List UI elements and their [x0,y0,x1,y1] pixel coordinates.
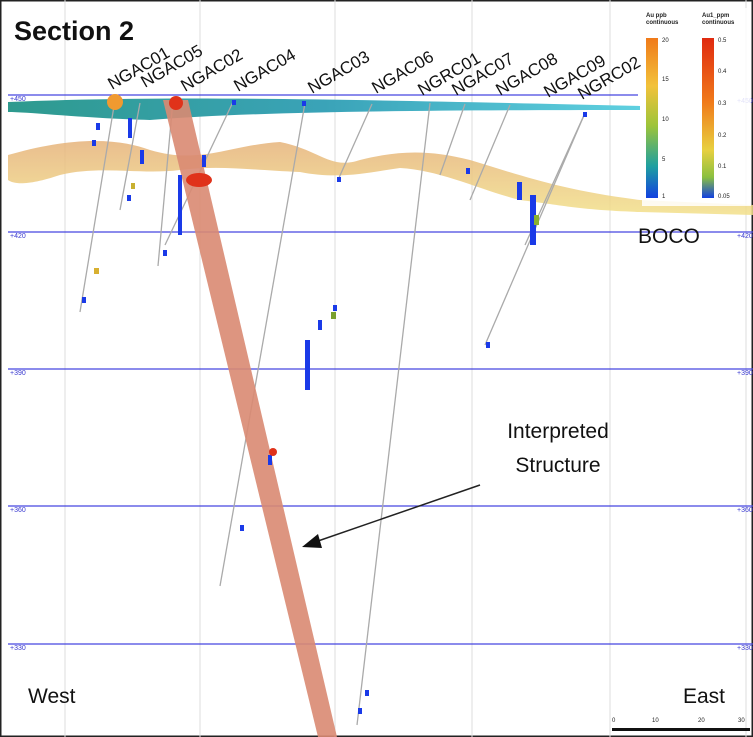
elevation-label: +330 [10,645,26,652]
legend-title: continuous [646,20,679,26]
structure-label: Structure [515,454,600,477]
east-label: East [683,685,725,708]
section-title: Section 2 [14,16,134,46]
elevation-label: +420 [10,233,26,240]
west-label: West [28,685,76,708]
legend: Au ppb continuous 20 15 10 5 1 Au1_ppm c… [642,8,751,206]
scale-label: 30 [738,718,745,724]
legend-tick: 10 [662,117,669,123]
legend-tick: 0.5 [718,38,727,44]
legend-tick: 0.2 [718,133,727,139]
legend-title: Au1_ppm [702,13,729,19]
legend-title: Au ppb [646,13,667,19]
elevation-label: +360 [10,507,26,514]
section-view: +450 +420 +390 +360 +330 +450 +420 +390 … [0,0,753,737]
elevation-label: +390 [10,370,26,377]
legend-tick: 0.1 [718,164,727,170]
legend-tick: 0.4 [718,69,727,75]
elevation-label: +390 [737,370,753,377]
legend-tick: 15 [662,77,669,83]
legend-tick: 0.05 [718,194,730,200]
legend-title: continuous [702,20,735,26]
legend-tick: 0.3 [718,101,727,107]
scale-label: 10 [652,718,659,724]
structure-label: Interpreted [507,420,609,443]
elevation-label: +360 [737,507,753,514]
legend-tick: 20 [662,38,669,44]
elevation-label: +420 [737,233,753,240]
scale-label: 20 [698,718,705,724]
boco-label: BOCO [638,225,700,248]
elevation-label: +330 [737,645,753,652]
